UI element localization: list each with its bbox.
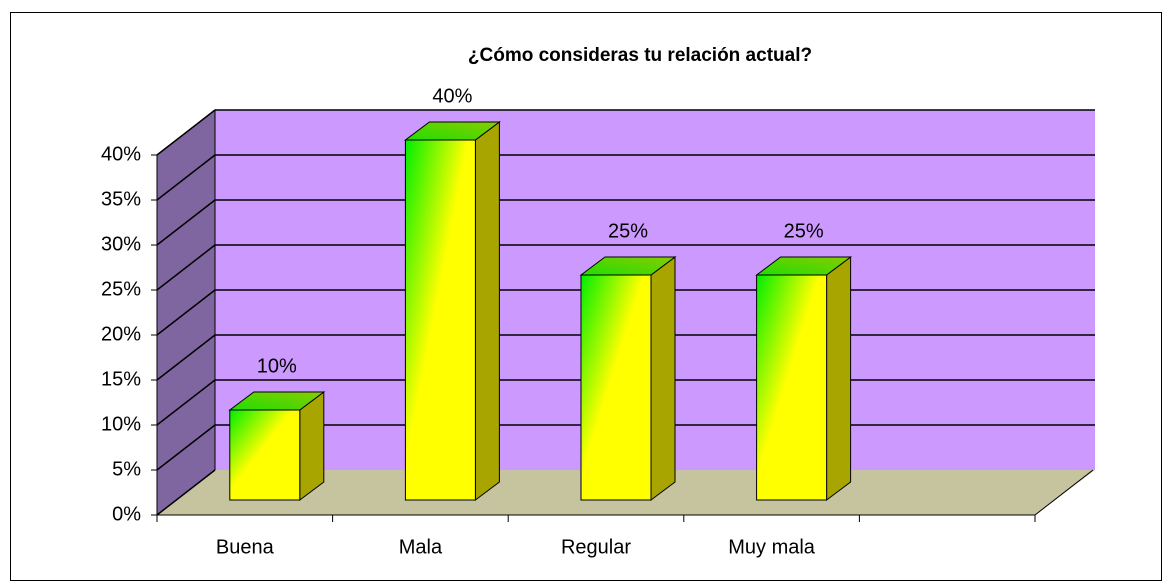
bar-side (826, 256, 852, 501)
value-label: 25% (608, 220, 648, 242)
bar-side (474, 121, 500, 501)
bar (228, 391, 326, 501)
y-tick-label: 0% (112, 503, 141, 525)
x-tick-label: Mala (399, 536, 443, 558)
grid-line (156, 379, 216, 426)
y-tick-label: 25% (101, 278, 141, 300)
bar (403, 121, 501, 501)
value-label: 10% (257, 355, 297, 377)
grid-line (156, 244, 216, 291)
bar-front (404, 139, 476, 501)
y-tick-label: 20% (101, 323, 141, 345)
bar-front (756, 274, 828, 501)
grid-line (156, 469, 216, 516)
y-tick-label: 40% (101, 143, 141, 165)
y-tick-label: 5% (112, 458, 141, 480)
grid-line (156, 199, 216, 246)
grid-line (156, 109, 216, 156)
y-tick-label: 35% (101, 188, 141, 210)
bar-side (299, 391, 325, 501)
value-label: 40% (432, 85, 472, 107)
chart-title: ¿Cómo consideras tu relación actual? (468, 45, 812, 66)
bar-front (229, 409, 301, 501)
grid-line (156, 334, 216, 381)
value-label: 25% (784, 220, 824, 242)
bar-front (580, 274, 652, 501)
bar (579, 256, 677, 501)
x-tick-label: Regular (561, 536, 631, 558)
grid-line (156, 424, 216, 471)
grid-line (156, 289, 216, 336)
y-tick-label: 15% (101, 368, 141, 390)
bar-side (650, 256, 676, 501)
x-tick-label: Muy mala (728, 536, 816, 558)
bar (755, 256, 853, 501)
x-tick-label: Buena (216, 536, 275, 558)
y-tick-label: 10% (101, 413, 141, 435)
grid-line (156, 154, 216, 201)
y-tick-label: 30% (101, 233, 141, 255)
